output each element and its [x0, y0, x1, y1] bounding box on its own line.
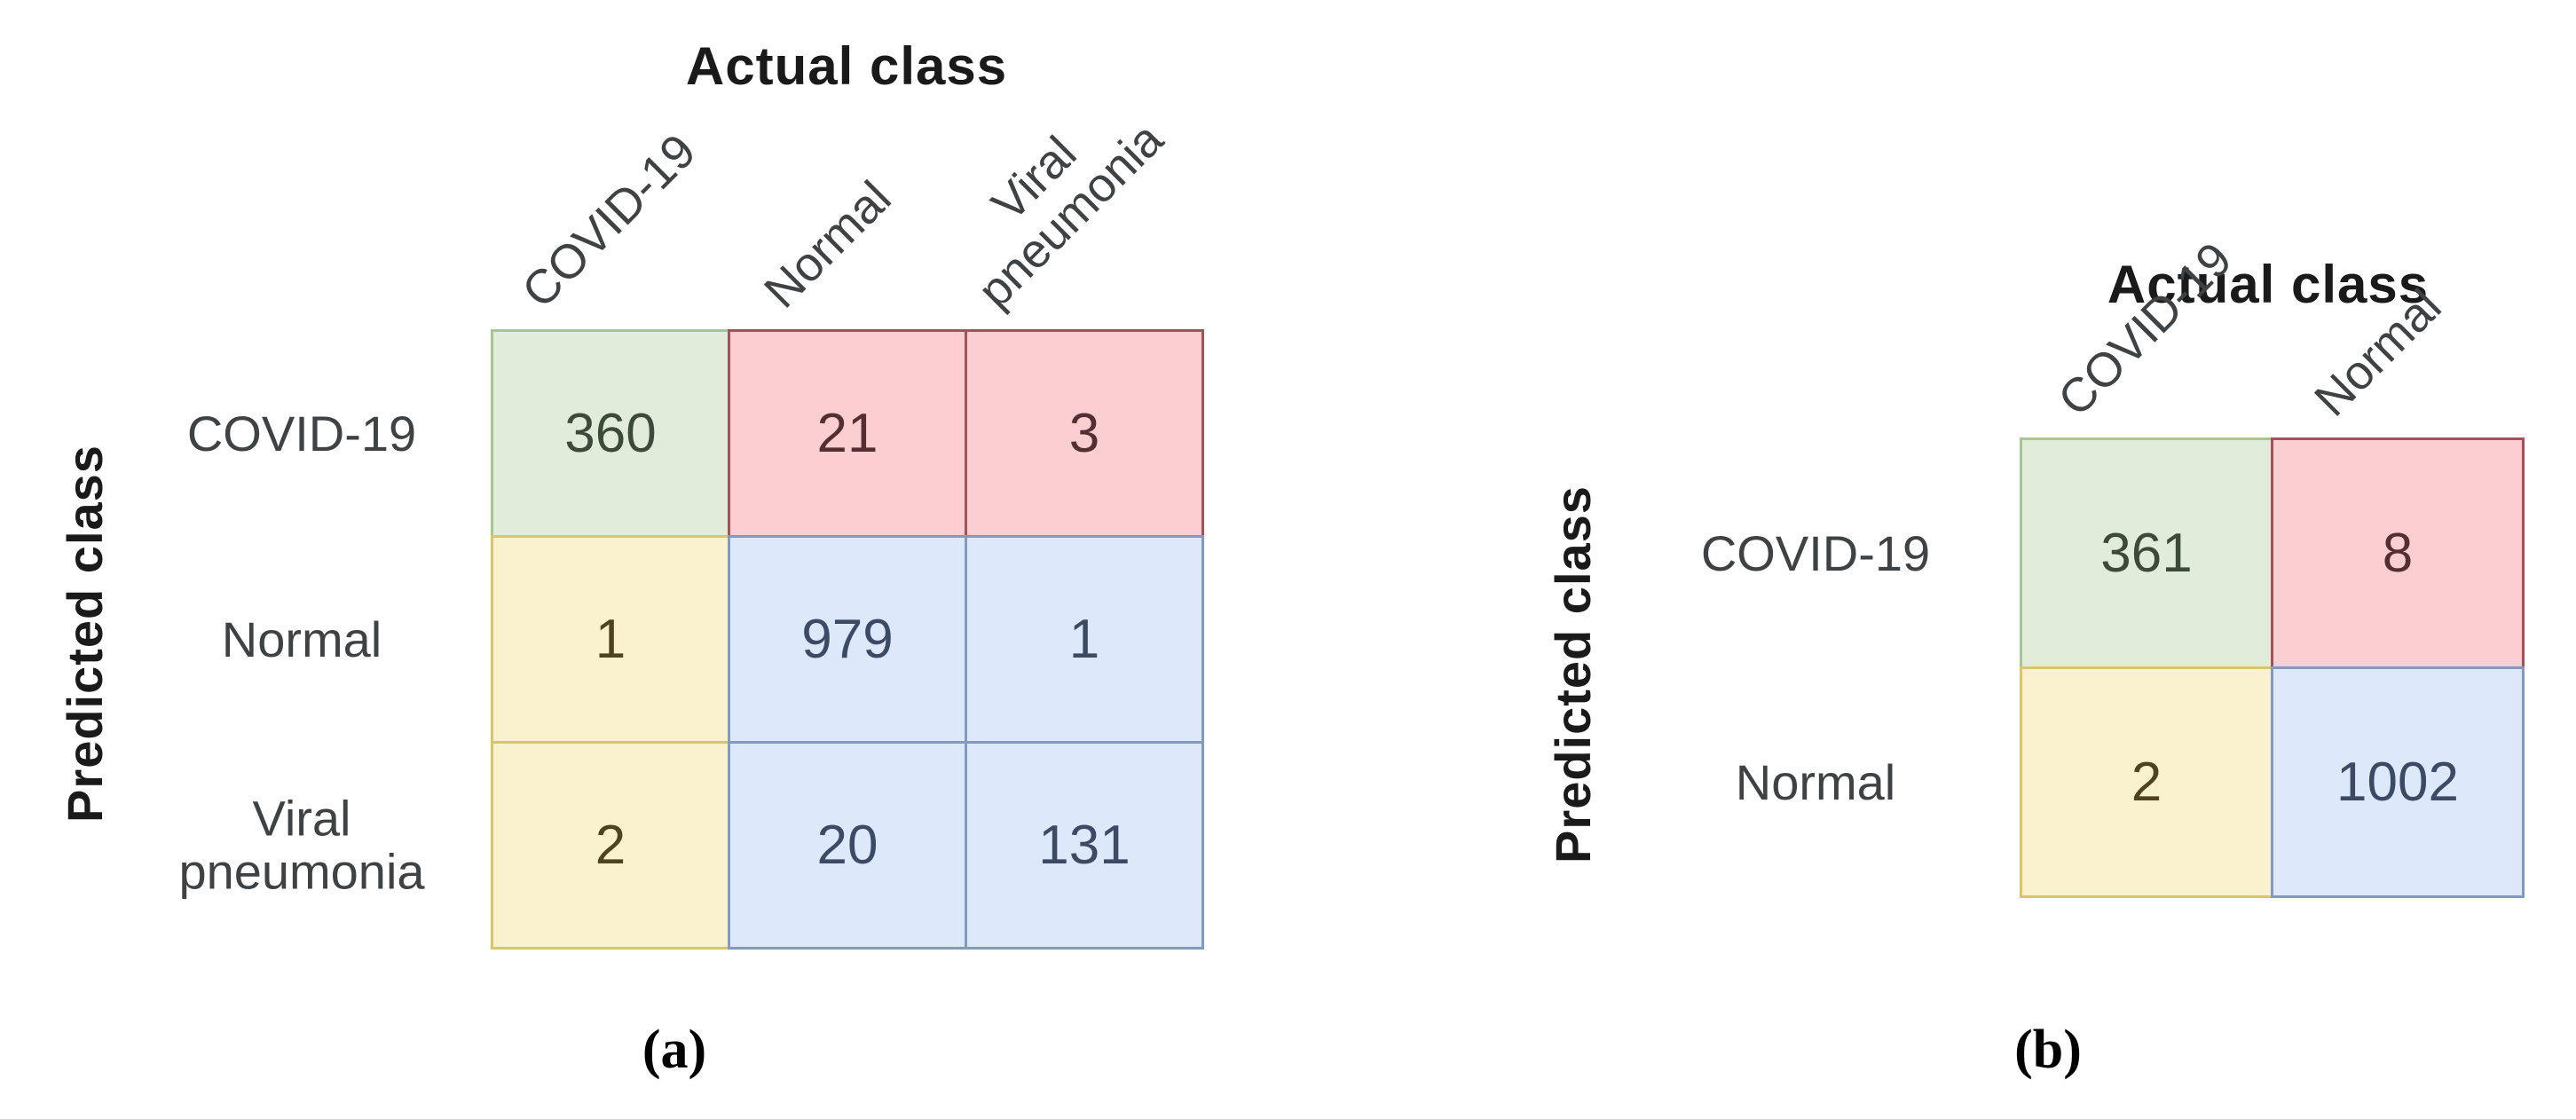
panel-caption-b: (b) [2014, 1020, 2082, 1080]
cell-a-r2c2: 131 [965, 741, 1204, 950]
panel-caption-a: (a) [642, 1020, 707, 1080]
cell-b-r1c1: 1002 [2271, 666, 2525, 898]
row-label-a-1: Normal [221, 611, 382, 667]
row-label-b-1: Normal [1735, 753, 1896, 810]
row-label-a-2: Viral pneumonia [178, 790, 425, 900]
cell-a-r0c1: 21 [728, 329, 967, 538]
predicted-class-title-b: Predicted class [1545, 485, 1601, 863]
cell-a-r2c1: 20 [728, 741, 967, 950]
actual-class-title-b: Actual class [2107, 255, 2430, 314]
actual-class-title-a: Actual class [685, 36, 1008, 96]
cell-b-r1c0: 2 [2020, 666, 2273, 898]
cell-a-r1c1: 979 [728, 535, 967, 744]
cell-a-r1c0: 1 [491, 535, 730, 744]
cell-a-r2c0: 2 [491, 741, 730, 950]
cell-a-r0c2: 3 [965, 329, 1204, 538]
cell-b-r0c1: 8 [2271, 437, 2525, 669]
cell-a-r0c0: 360 [491, 329, 730, 538]
matrix-grid-b: 361 8 2 1002 [2020, 437, 2525, 898]
col-header-a-2: Viral pneumonia [967, 113, 1173, 319]
cell-b-r0c0: 361 [2020, 437, 2273, 669]
col-header-a-0: COVID-19 [511, 123, 706, 319]
row-label-b-0: COVID-19 [1700, 524, 1931, 581]
cell-a-r1c2: 1 [965, 535, 1204, 744]
row-label-a-0: COVID-19 [186, 405, 417, 461]
col-header-a-1: Normal [753, 171, 902, 319]
matrix-grid-a: 360 21 3 1 979 1 2 20 131 [491, 329, 1204, 950]
